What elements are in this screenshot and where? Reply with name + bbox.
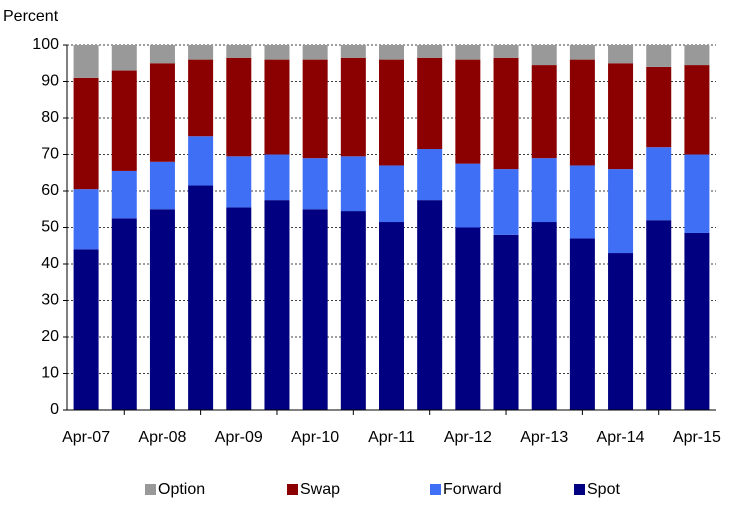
bar-segment bbox=[73, 189, 99, 250]
y-tick-label: 70 bbox=[41, 146, 59, 163]
y-tick-label: 50 bbox=[41, 219, 59, 236]
bar-segment bbox=[149, 63, 175, 162]
bar-segment bbox=[531, 45, 557, 66]
y-tick-label: 80 bbox=[41, 109, 59, 126]
bar-segment bbox=[646, 220, 672, 410]
bar-segment bbox=[302, 158, 328, 210]
bar-segment bbox=[569, 59, 595, 166]
bar-segment bbox=[608, 45, 634, 64]
y-tick-label: 90 bbox=[41, 73, 59, 90]
bar-segment bbox=[684, 65, 710, 155]
bar-segment bbox=[608, 169, 634, 254]
bar-segment bbox=[569, 165, 595, 239]
legend-swatch bbox=[145, 484, 156, 495]
bar-segment bbox=[417, 149, 443, 201]
y-tick-label: 10 bbox=[41, 365, 59, 382]
legend-label: Spot bbox=[587, 481, 620, 498]
bar-segment bbox=[493, 234, 519, 410]
bar-segment bbox=[646, 66, 672, 148]
bar-segment bbox=[455, 227, 481, 410]
x-tick-label: Apr-07 bbox=[62, 429, 110, 446]
x-tick-label: Apr-09 bbox=[215, 429, 263, 446]
bar-segment bbox=[188, 185, 214, 410]
bar-segment bbox=[340, 45, 366, 58]
bar-segment bbox=[646, 45, 672, 67]
bar-segment bbox=[493, 45, 519, 58]
bar-segment bbox=[379, 59, 404, 166]
bar-segment bbox=[684, 154, 710, 233]
y-tick-label: 30 bbox=[41, 292, 59, 309]
bar-segment bbox=[226, 57, 252, 157]
bar-segment bbox=[226, 156, 252, 208]
bar-segment bbox=[379, 165, 404, 223]
bar-segment bbox=[264, 200, 290, 410]
bar-segment bbox=[531, 222, 557, 410]
x-tick-label: Apr-14 bbox=[597, 429, 645, 446]
legend-swatch bbox=[574, 484, 585, 495]
bar-segment bbox=[531, 158, 557, 223]
bar-segment bbox=[302, 209, 328, 410]
bar-segment bbox=[646, 147, 672, 221]
bar-segment bbox=[149, 45, 175, 64]
bar-segment bbox=[493, 57, 519, 170]
y-tick-label: 0 bbox=[50, 401, 59, 418]
bar-segment bbox=[340, 211, 366, 410]
bar-segment bbox=[226, 45, 252, 58]
x-tick-label: Apr-11 bbox=[368, 429, 415, 446]
x-tick-label: Apr-12 bbox=[444, 429, 492, 446]
y-tick-label: 100 bbox=[32, 36, 59, 53]
bar-segment bbox=[455, 59, 481, 164]
x-tick-label: Apr-08 bbox=[138, 429, 186, 446]
bar-segment bbox=[417, 57, 443, 150]
bar-segment bbox=[188, 45, 214, 60]
bar-segment bbox=[608, 63, 634, 170]
bar-segment bbox=[149, 209, 175, 410]
legend-swatch bbox=[287, 484, 298, 495]
bar-segment bbox=[302, 59, 328, 159]
x-tick-label: Apr-15 bbox=[673, 429, 721, 446]
bar-segment bbox=[340, 156, 366, 212]
bar-segment bbox=[111, 70, 137, 171]
bar-segment bbox=[226, 207, 252, 410]
bar-segment bbox=[684, 232, 710, 410]
bar-segment bbox=[417, 200, 443, 410]
bar-segment bbox=[111, 45, 137, 71]
legend-swatch bbox=[430, 484, 441, 495]
bar-segment bbox=[149, 161, 175, 210]
bar-segment bbox=[73, 45, 99, 78]
bar-segment bbox=[73, 249, 99, 410]
bar-segment bbox=[73, 77, 99, 190]
bar-segment bbox=[264, 59, 290, 155]
bar-segment bbox=[455, 163, 481, 228]
bar-segment bbox=[188, 59, 214, 137]
bar-segment bbox=[264, 154, 290, 201]
legend-label: Option bbox=[158, 481, 205, 498]
bar-segment bbox=[188, 136, 214, 186]
bar-segment bbox=[340, 57, 366, 157]
legend-label: Swap bbox=[300, 481, 340, 498]
bar-segment bbox=[379, 222, 404, 410]
x-tick-label: Apr-13 bbox=[520, 429, 568, 446]
bar-segment bbox=[531, 65, 557, 159]
bar-segment bbox=[111, 170, 137, 219]
bar-segment bbox=[111, 218, 137, 410]
bar-segment bbox=[379, 45, 404, 60]
bar-segment bbox=[569, 45, 595, 60]
bar-segment bbox=[417, 45, 443, 58]
bar-segment bbox=[608, 253, 634, 410]
legend-label: Forward bbox=[443, 481, 502, 498]
bar-segment bbox=[302, 45, 328, 60]
bar-segment bbox=[569, 238, 595, 410]
bar-segment bbox=[493, 169, 519, 235]
y-tick-label: 60 bbox=[41, 182, 59, 199]
y-tick-label: 20 bbox=[41, 328, 59, 345]
y-tick-label: 40 bbox=[41, 255, 59, 272]
x-tick-label: Apr-10 bbox=[291, 429, 339, 446]
y-axis-label: Percent bbox=[3, 8, 59, 25]
bar-segment bbox=[455, 45, 481, 60]
bar-segment bbox=[684, 45, 710, 66]
bar-segment bbox=[264, 45, 290, 60]
